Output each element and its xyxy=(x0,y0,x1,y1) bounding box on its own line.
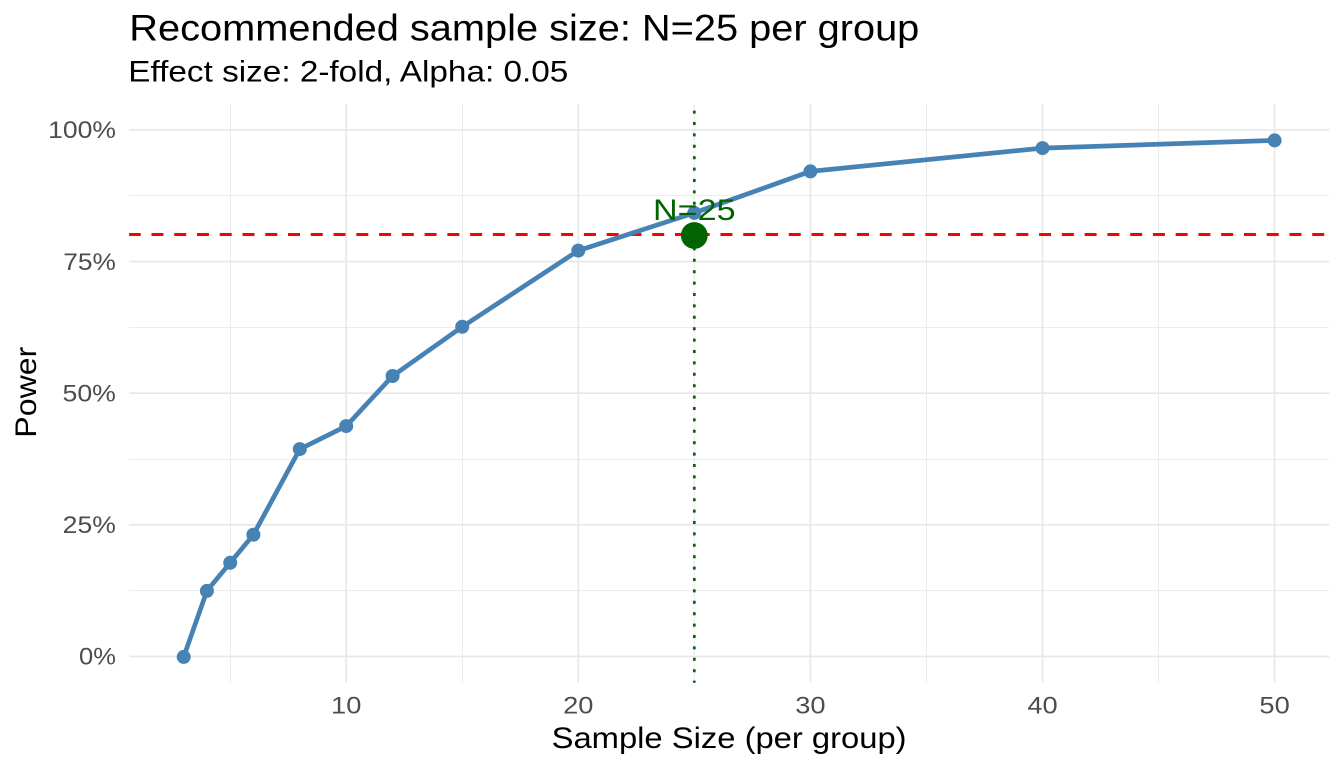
svg-text:Recommended sample size: N=25: Recommended sample size: N=25 per group xyxy=(129,8,919,49)
svg-text:50%: 50% xyxy=(63,381,116,408)
svg-text:20: 20 xyxy=(563,692,593,719)
svg-text:25%: 25% xyxy=(63,512,116,539)
svg-text:Sample Size (per group): Sample Size (per group) xyxy=(552,722,907,755)
svg-text:0%: 0% xyxy=(79,644,116,671)
svg-text:30: 30 xyxy=(795,692,825,719)
svg-text:10: 10 xyxy=(331,692,361,719)
svg-text:40: 40 xyxy=(1027,692,1057,719)
svg-text:Effect size: 2-fold, Alpha: 0.: Effect size: 2-fold, Alpha: 0.05 xyxy=(128,56,568,89)
svg-text:100%: 100% xyxy=(48,117,116,144)
svg-text:Power: Power xyxy=(10,347,43,438)
svg-text:50: 50 xyxy=(1259,692,1289,719)
svg-text:N=25: N=25 xyxy=(653,194,736,227)
svg-text:75%: 75% xyxy=(63,249,116,276)
